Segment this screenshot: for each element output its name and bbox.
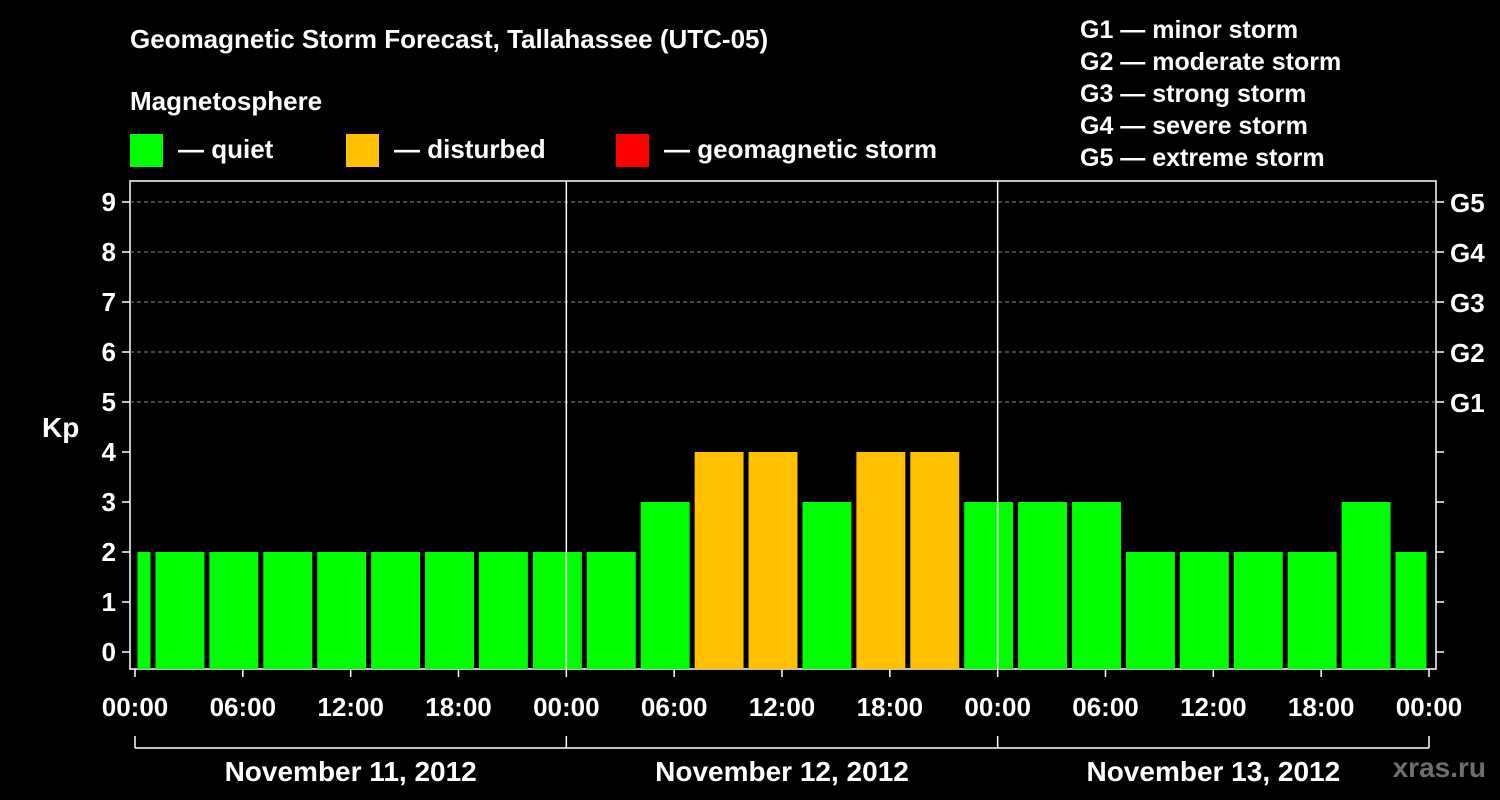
- kp-bar: [1125, 552, 1175, 669]
- y-tick-label: 5: [102, 387, 116, 417]
- g-scale-item: G3 — strong storm: [1080, 80, 1307, 108]
- g-level-label: G3: [1450, 288, 1485, 318]
- kp-bar: [1395, 552, 1427, 669]
- y-tick-label: 4: [102, 437, 117, 467]
- x-tick-label: 12:00: [1180, 692, 1247, 722]
- kp-bar: [155, 552, 205, 669]
- x-tick-label: 06:00: [641, 692, 708, 722]
- g-scale-item: G4 — severe storm: [1080, 112, 1308, 140]
- y-tick-label: 0: [102, 637, 116, 667]
- date-label: November 11, 2012: [225, 756, 477, 787]
- kp-bar: [1341, 502, 1391, 669]
- kp-bar: [748, 452, 798, 669]
- legend-swatch-disturbed: [346, 134, 379, 167]
- x-tick-label: 12:00: [317, 692, 384, 722]
- chart-title: Geomagnetic Storm Forecast, Tallahassee …: [130, 24, 769, 54]
- g-level-label: G2: [1450, 338, 1485, 368]
- y-tick-label: 3: [102, 487, 116, 517]
- x-tick-label: 18:00: [1288, 692, 1355, 722]
- g-level-label: G1: [1450, 388, 1485, 418]
- kp-bar: [856, 452, 906, 669]
- legend-swatch-quiet: [130, 134, 163, 167]
- date-label: November 12, 2012: [655, 756, 909, 787]
- kp-bar: [910, 452, 960, 669]
- g-level-label: G5: [1450, 188, 1485, 218]
- kp-bar: [964, 502, 1014, 669]
- x-tick-label: 00:00: [533, 692, 600, 722]
- legend-label-storm: — geomagnetic storm: [664, 134, 938, 164]
- x-tick-label: 00:00: [102, 692, 169, 722]
- x-tick-label: 18:00: [857, 692, 924, 722]
- x-tick-label: 00:00: [1396, 692, 1463, 722]
- g-level-label: G4: [1450, 238, 1485, 268]
- legend-label-quiet: — quiet: [178, 134, 274, 164]
- kp-bar: [263, 552, 313, 669]
- g-scale-item: G1 — minor storm: [1080, 16, 1299, 44]
- kp-bar: [532, 552, 582, 669]
- kp-bar: [371, 552, 421, 669]
- y-tick-label: 2: [102, 537, 116, 567]
- y-tick-label: 8: [102, 237, 116, 267]
- date-label: November 13, 2012: [1086, 756, 1340, 787]
- legend-swatch-storm: [616, 134, 649, 167]
- y-axis-label: Kp: [42, 412, 80, 443]
- kp-bar: [478, 552, 528, 669]
- g-scale-item: G5 — extreme storm: [1080, 144, 1325, 172]
- y-tick-label: 6: [102, 337, 116, 367]
- legend-label-disturbed: — disturbed: [394, 134, 546, 164]
- chart-subtitle: Magnetosphere: [130, 86, 323, 116]
- kp-bar: [1287, 552, 1337, 669]
- x-tick-label: 06:00: [210, 692, 277, 722]
- y-tick-label: 9: [102, 187, 116, 217]
- kp-bar: [209, 552, 259, 669]
- x-tick-label: 06:00: [1072, 692, 1139, 722]
- x-tick-label: 00:00: [964, 692, 1031, 722]
- kp-bar: [317, 552, 367, 669]
- kp-bar: [1179, 552, 1229, 669]
- kp-bar: [137, 552, 151, 669]
- x-tick-label: 12:00: [749, 692, 816, 722]
- y-tick-label: 1: [102, 587, 116, 617]
- kp-bar: [1018, 502, 1068, 669]
- x-tick-label: 18:00: [425, 692, 492, 722]
- kp-bar: [425, 552, 474, 669]
- kp-bar: [1233, 552, 1283, 669]
- y-tick-label: 7: [102, 287, 116, 317]
- kp-bar: [802, 502, 852, 669]
- kp-bar: [694, 452, 744, 669]
- kp-bar: [640, 502, 690, 669]
- g-scale-legend: G1 — minor storm G2 — moderate storm G3 …: [1080, 14, 1341, 174]
- kp-bar: [1072, 502, 1121, 669]
- kp-bar: [586, 552, 636, 669]
- watermark: xras.ru: [1392, 752, 1486, 783]
- g-scale-item: G2 — moderate storm: [1080, 48, 1342, 76]
